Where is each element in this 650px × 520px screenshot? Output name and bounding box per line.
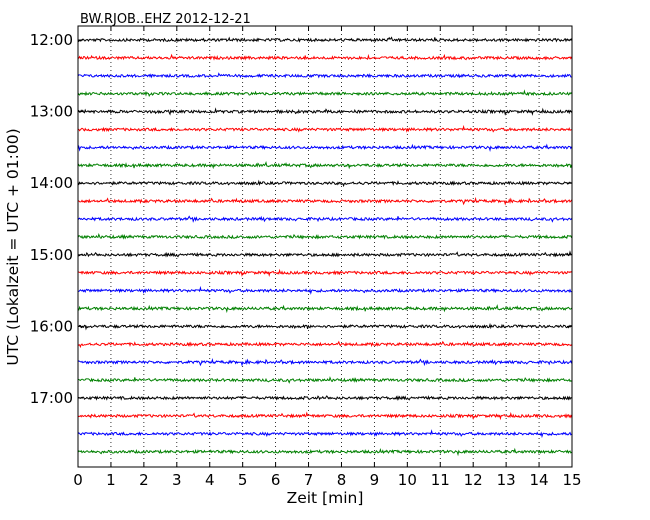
x-tick-label: 12	[464, 471, 483, 489]
traces-layer	[77, 36, 573, 457]
seismogram-trace	[77, 53, 573, 61]
x-tick-label: 8	[337, 471, 347, 489]
x-tick-label: 14	[530, 471, 549, 489]
seismogram-trace	[77, 322, 572, 331]
x-tick-label: 0	[73, 471, 83, 489]
x-axis-label: Zeit [min]	[287, 489, 364, 507]
seismogram-trace	[77, 36, 572, 43]
y-axis-label: UTC (Lokalzeit = UTC + 01:00)	[4, 128, 22, 365]
x-tick-label: 10	[398, 471, 417, 489]
y-tick-label: 14:00	[30, 174, 73, 192]
plot-frame	[77, 25, 573, 468]
y-tick-label: 13:00	[30, 103, 73, 121]
seismogram-trace	[77, 196, 573, 206]
seismogram-trace	[77, 107, 573, 116]
seismogram-trace	[78, 285, 572, 295]
seismogram-trace	[77, 304, 572, 314]
seismogram-trace	[77, 411, 573, 421]
x-tick-label: 5	[238, 471, 248, 489]
x-tick-label: 2	[139, 471, 149, 489]
ticks-layer: 0 1 2 3 4 5 6 7 8 9 10 11 12 13 14 1512:0013:0014:0015:…	[30, 26, 582, 489]
seismogram-trace	[77, 250, 572, 258]
x-tick-label: 3	[172, 471, 182, 489]
x-tick-label: 15	[562, 471, 581, 489]
seismogram-trace	[77, 268, 572, 278]
y-tick-label: 16:00	[30, 317, 73, 335]
y-tick-label: 12:00	[30, 31, 73, 49]
seismogram-trace	[77, 89, 573, 98]
seismogram-trace	[77, 232, 573, 240]
seismogram-trace	[77, 72, 572, 79]
y-tick-label: 15:00	[30, 246, 73, 264]
seismogram-trace	[77, 340, 572, 349]
seismogram-trace	[77, 215, 573, 223]
seismogram-trace	[77, 160, 573, 170]
x-tick-label: 7	[304, 471, 314, 489]
seismogram-trace	[77, 376, 572, 384]
x-tick-label: 6	[271, 471, 281, 489]
grid-layer	[110, 26, 540, 467]
seismogram-trace	[77, 124, 572, 133]
x-tick-label: 13	[497, 471, 516, 489]
x-tick-label: 9	[370, 471, 380, 489]
seismogram-trace	[77, 179, 572, 188]
seismogram-trace	[77, 357, 573, 367]
seismogram-trace	[77, 143, 573, 152]
seismogram-trace	[77, 429, 572, 439]
seismogram-trace	[77, 395, 572, 401]
seismogram-trace	[77, 447, 572, 457]
x-tick-label: 4	[205, 471, 215, 489]
x-tick-label: 11	[431, 471, 450, 489]
y-tick-label: 17:00	[30, 389, 73, 407]
chart-title: BW.RJOB..EHZ 2012-12-21	[80, 12, 251, 27]
x-tick-label: 1	[106, 471, 116, 489]
